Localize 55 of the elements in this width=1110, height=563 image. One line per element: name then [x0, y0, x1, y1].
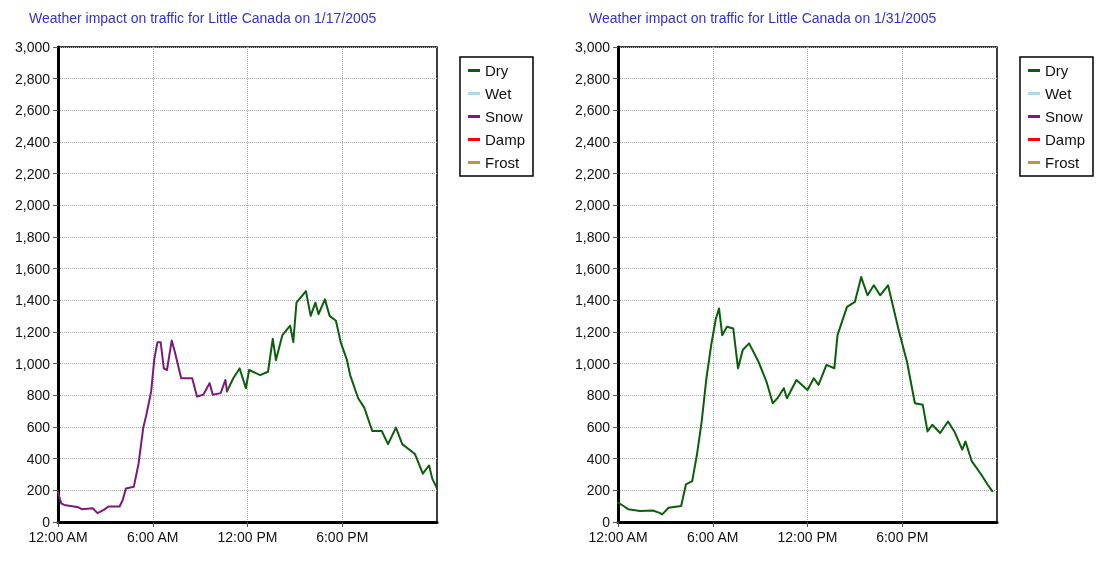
x-tick-label: 12:00 AM [588, 529, 648, 545]
legend-label: Damp [1044, 131, 1085, 148]
y-tick-label: 0 [602, 514, 611, 530]
x-tick-label: 12:00 PM [777, 529, 838, 545]
y-tick-label: 1,000 [574, 355, 611, 372]
y-tick-label: 2,200 [574, 165, 611, 182]
legend-label: Wet [1044, 85, 1073, 102]
y-tick-label: 1,600 [14, 260, 51, 277]
y-tick-label: 1,400 [574, 292, 611, 309]
legend-label: Snow [484, 108, 523, 125]
y-tick-label: 1,600 [574, 260, 611, 277]
y-tick-label: 2,000 [14, 197, 51, 214]
x-tick-label: 12:00 AM [28, 529, 88, 545]
x-tick-label: 6:00 AM [127, 529, 179, 545]
y-tick-label: 2,000 [574, 197, 611, 214]
y-tick-label: 2,600 [574, 102, 611, 119]
legend-label: Damp [484, 131, 525, 148]
y-tick-label: 1,200 [574, 324, 611, 340]
y-tick-label: 2,400 [574, 134, 611, 150]
x-tick-label: 12:00 PM [217, 529, 278, 545]
y-tick-label: 3,000 [574, 39, 611, 55]
y-tick-label: 0 [42, 514, 51, 530]
y-tick-label: 200 [586, 482, 611, 499]
x-tick-label: 6:00 PM [316, 529, 369, 545]
y-tick-label: 800 [586, 387, 611, 404]
y-tick-label: 1,400 [14, 292, 51, 309]
y-tick-label: 2,800 [14, 70, 51, 87]
legend-label: Dry [484, 62, 509, 79]
legend-label: Wet [484, 85, 513, 102]
legend-label: Dry [1044, 62, 1069, 79]
y-tick-label: 2,200 [14, 165, 51, 182]
y-tick-label: 1,800 [14, 229, 51, 245]
y-tick-label: 600 [586, 419, 611, 435]
x-tick-label: 6:00 AM [687, 529, 739, 545]
y-tick-label: 1,200 [14, 324, 51, 340]
legend-label: Frost [484, 154, 520, 171]
line-series [225, 290, 438, 490]
x-tick-label: 6:00 PM [876, 529, 929, 545]
y-tick-label: 400 [26, 450, 51, 467]
line-series [57, 339, 228, 515]
y-tick-label: 2,800 [574, 70, 611, 87]
y-tick-label: 3,000 [14, 39, 51, 55]
chart-title: Weather impact on traffic for Little Canada on 1/17/2005 [29, 10, 377, 26]
legend-label: Snow [1044, 108, 1083, 125]
y-tick-label: 1,800 [574, 229, 611, 245]
chart-title: Weather impact on traffic for Little Canada on 1/31/2005 [589, 10, 937, 26]
y-tick-label: 2,600 [14, 102, 51, 119]
y-tick-label: 1,000 [14, 355, 51, 372]
y-tick-label: 800 [26, 387, 51, 404]
y-tick-label: 2,400 [14, 134, 51, 150]
y-tick-label: 600 [26, 419, 51, 435]
y-tick-label: 200 [26, 482, 51, 499]
line-series [617, 276, 994, 516]
y-tick-label: 400 [586, 450, 611, 467]
legend-label: Frost [1044, 154, 1080, 171]
